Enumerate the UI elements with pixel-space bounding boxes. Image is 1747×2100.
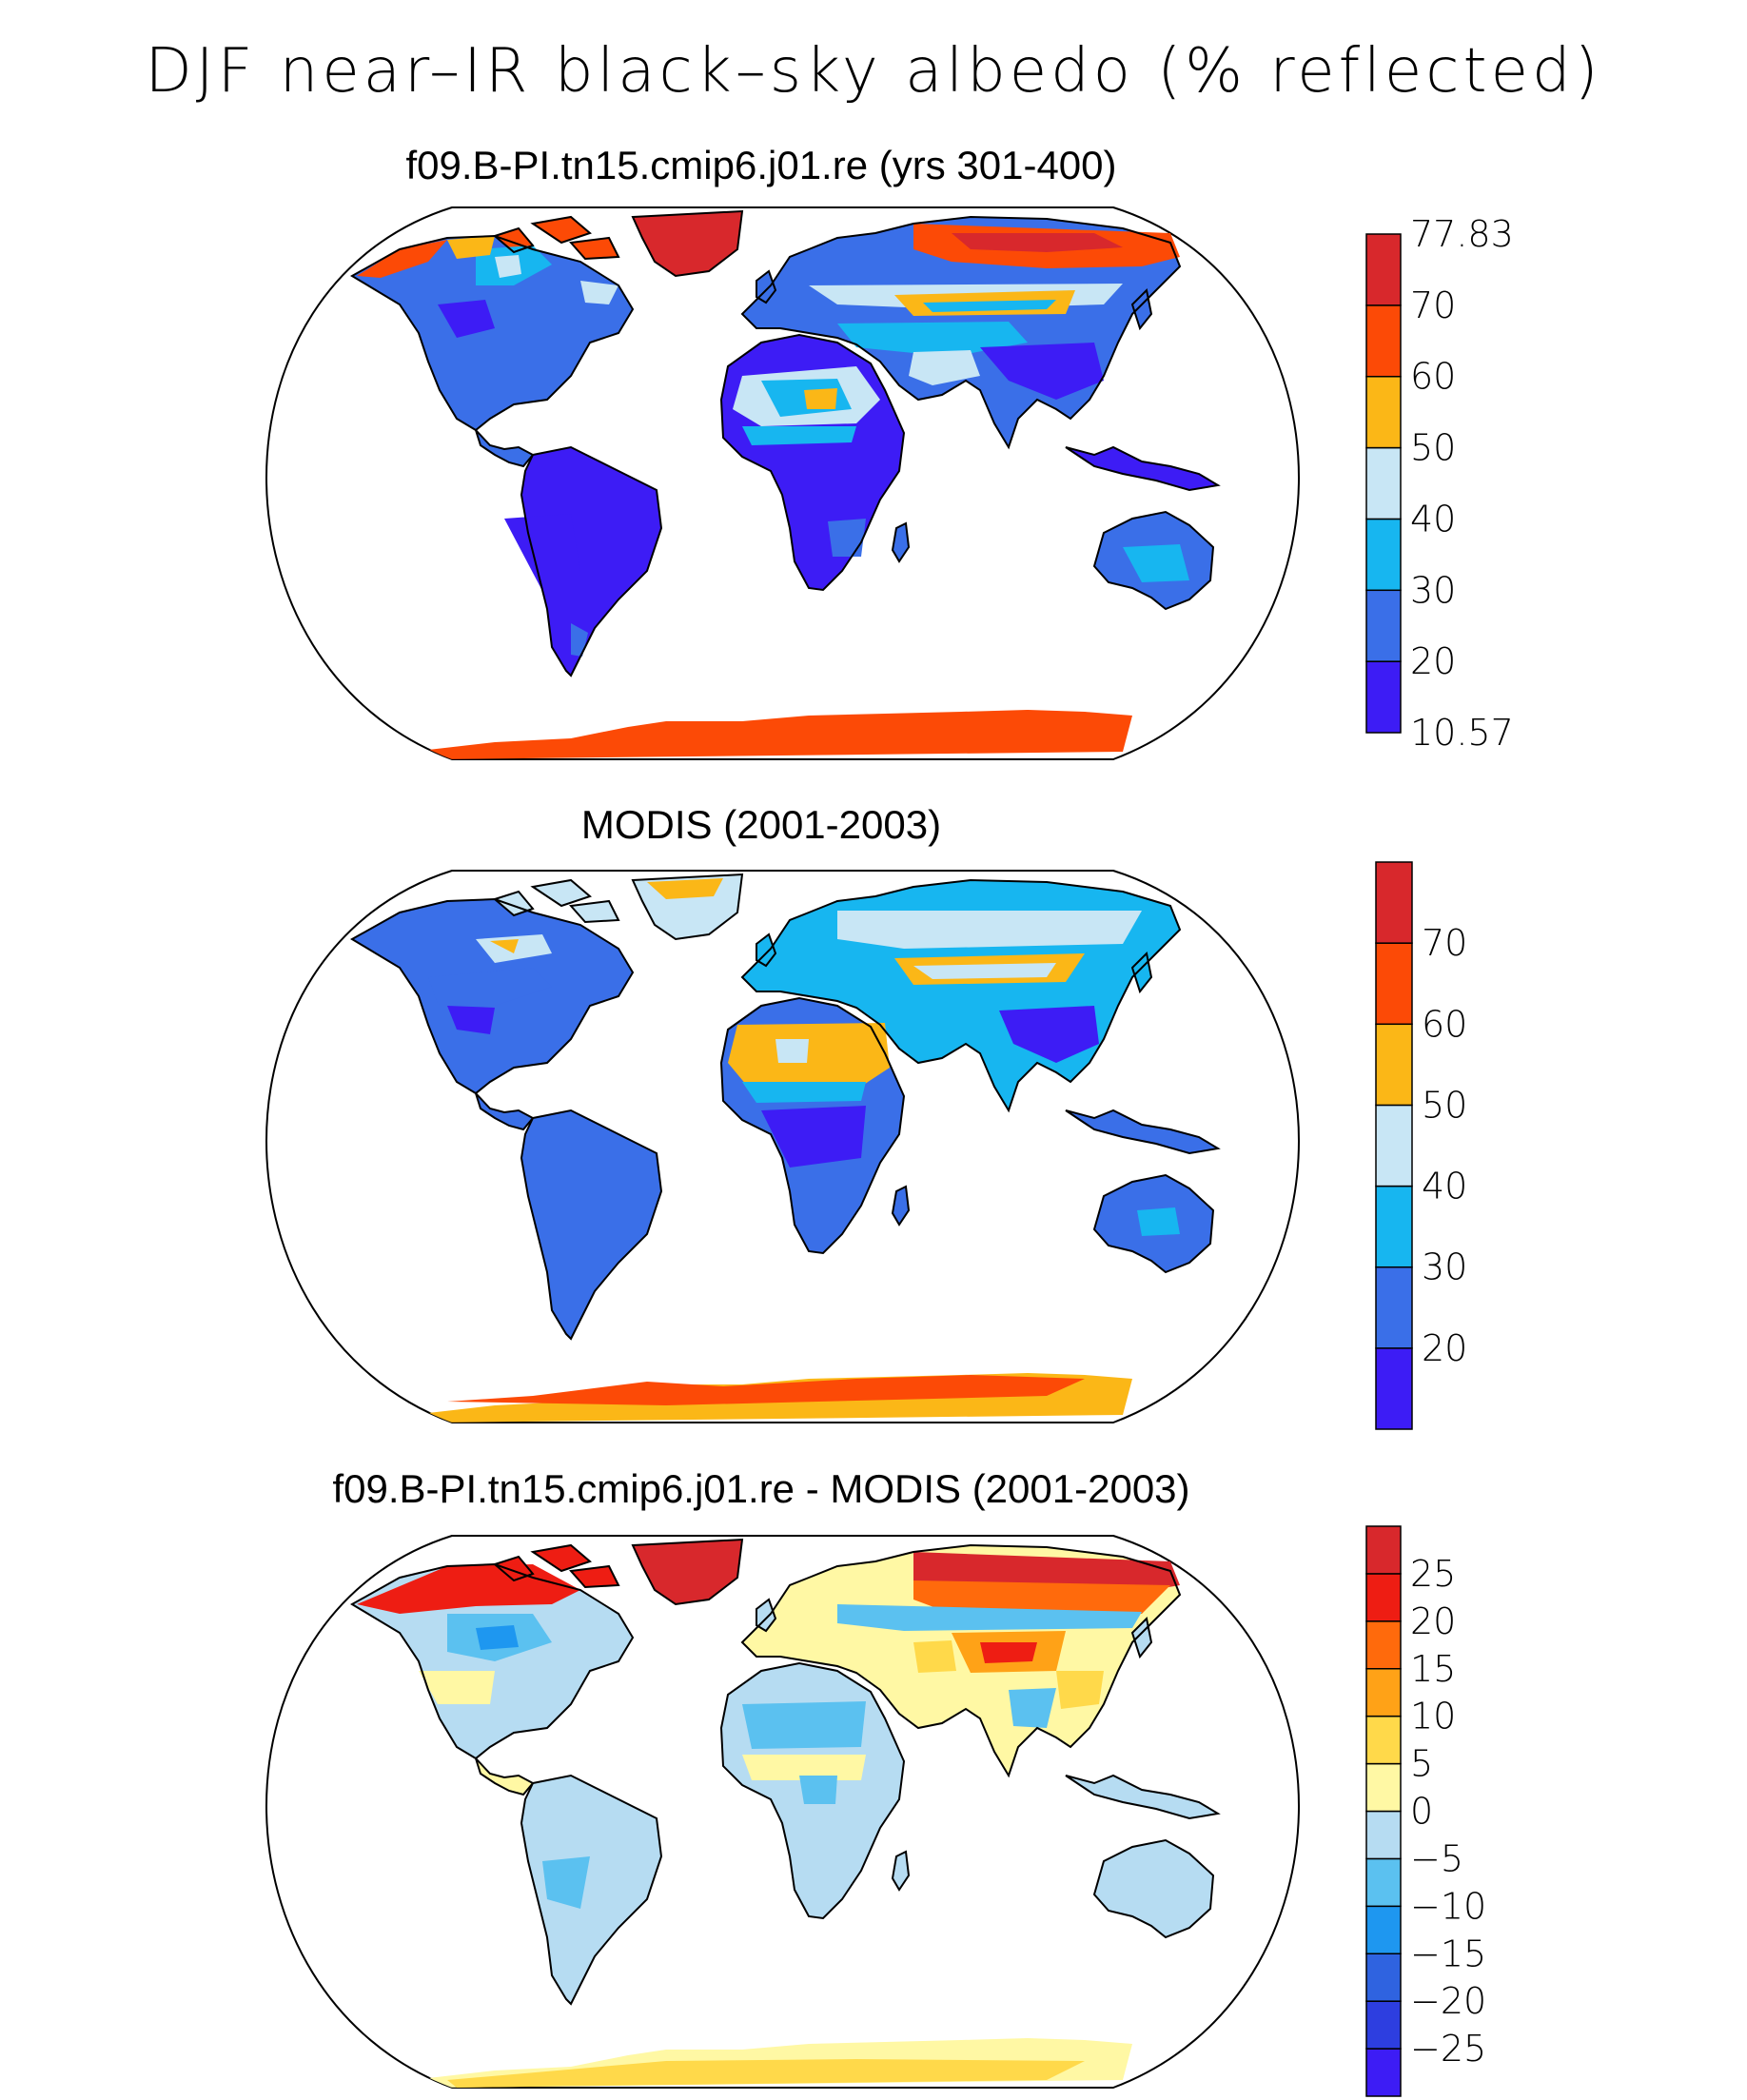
colorbar-label: −20 xyxy=(1410,1980,1486,2022)
colorbar-swatch xyxy=(1375,1104,1413,1187)
colorbar-label: 50 xyxy=(1422,1084,1467,1126)
colorbar-label: 20 xyxy=(1422,1327,1467,1369)
colorbar-swatch xyxy=(1365,660,1402,734)
colorbar-swatch xyxy=(1365,233,1402,306)
colorbar-label: 20 xyxy=(1410,640,1456,682)
panel-3-title: f09.B-PI.tn15.cmip6.j01.re - MODIS (2001… xyxy=(332,1466,1190,1511)
colorbar-swatch xyxy=(1365,304,1402,378)
colorbar-label: 70 xyxy=(1422,922,1467,964)
colorbar-label: 25 xyxy=(1410,1553,1456,1595)
colorbar-label: 0 xyxy=(1410,1791,1433,1833)
panel-2-map xyxy=(265,870,1300,1423)
colorbar-swatch xyxy=(1365,1762,1402,1813)
colorbar-swatch xyxy=(1375,1347,1413,1430)
colorbar-swatch xyxy=(1365,2048,1402,2097)
colorbar-swatch xyxy=(1375,942,1413,1026)
colorbar-swatch xyxy=(1365,1573,1402,1622)
colorbar-swatch xyxy=(1365,1810,1402,1860)
colorbar-swatch xyxy=(1375,1185,1413,1268)
panel-2-colorbar: 20 30 40 50 60 70 xyxy=(1375,861,1467,1430)
colorbar-label: 5 xyxy=(1410,1743,1433,1785)
colorbar-swatch xyxy=(1365,375,1402,449)
colorbar-label: 10.57 xyxy=(1410,712,1514,754)
colorbar-swatch xyxy=(1365,518,1402,592)
main-title: DJF near–IR black–sky albedo (% reflecte… xyxy=(145,36,1602,107)
colorbar-swatch xyxy=(1365,589,1402,662)
colorbar-label: 15 xyxy=(1410,1648,1456,1690)
panel-3-map xyxy=(265,1535,1300,2089)
colorbar-swatch xyxy=(1375,861,1413,944)
colorbar-label: 70 xyxy=(1410,285,1456,326)
panel-1-title: f09.B-PI.tn15.cmip6.j01.re (yrs 301-400) xyxy=(405,143,1117,187)
colorbar-swatch xyxy=(1365,1905,1402,1955)
colorbar-label: 60 xyxy=(1422,1003,1467,1045)
colorbar-swatch xyxy=(1365,1525,1402,1575)
colorbar-label: 60 xyxy=(1410,356,1456,398)
colorbar-swatch xyxy=(1365,446,1402,520)
colorbar-swatch xyxy=(1365,1953,1402,2002)
colorbar-label: 40 xyxy=(1422,1166,1467,1207)
colorbar-label: 40 xyxy=(1410,498,1456,540)
colorbar-swatch xyxy=(1375,1266,1413,1349)
colorbar-label: 20 xyxy=(1410,1600,1456,1642)
colorbar-swatch xyxy=(1365,1620,1402,1670)
colorbar-swatch xyxy=(1365,2000,1402,2050)
colorbar-swatch xyxy=(1375,1023,1413,1107)
panel-1-colorbar: 10.57 20 30 40 50 60 70 77.83 xyxy=(1365,213,1514,754)
colorbar-label: −25 xyxy=(1410,2028,1486,2070)
colorbar-label: −5 xyxy=(1410,1837,1463,1879)
colorbar-label: 77.83 xyxy=(1410,213,1514,255)
colorbar-label: 30 xyxy=(1410,569,1456,611)
panel-2-title: MODIS (2001-2003) xyxy=(580,802,942,847)
colorbar-swatch xyxy=(1365,1857,1402,1908)
colorbar-label: −10 xyxy=(1410,1885,1486,1927)
colorbar-label: 50 xyxy=(1410,427,1456,469)
colorbar-swatch xyxy=(1365,1668,1402,1717)
panel-3-colorbar: −25 −20 −15 −10 −50 5 10 15 20 25 xyxy=(1365,1525,1486,2097)
colorbar-swatch xyxy=(1365,1715,1402,1765)
colorbar-label: 30 xyxy=(1422,1246,1467,1288)
colorbar-label: −15 xyxy=(1410,1933,1486,1974)
panel-1-map xyxy=(265,206,1300,760)
colorbar-label: 10 xyxy=(1410,1696,1456,1737)
